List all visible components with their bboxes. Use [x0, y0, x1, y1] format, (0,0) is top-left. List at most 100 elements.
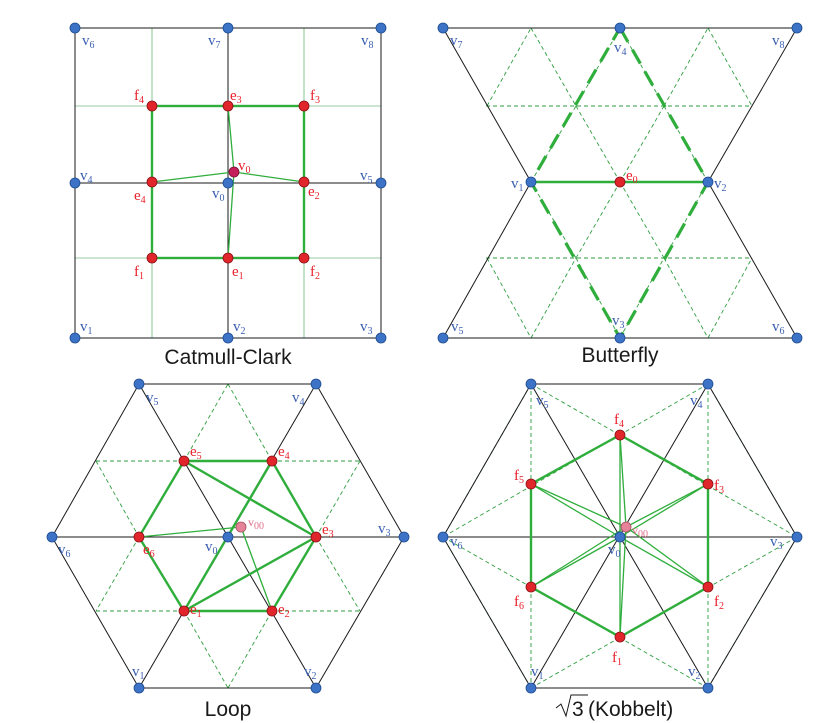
caption: 3 (Kobbelt)	[555, 694, 673, 721]
bf-labels: v7 v4 v8 v1 e0 v2 v5 v3 v6	[450, 33, 785, 337]
vertex	[69, 22, 81, 34]
label: v00	[632, 523, 648, 540]
face-point	[298, 100, 310, 112]
edge-point	[310, 531, 322, 543]
edge-point	[178, 455, 190, 467]
label: e2	[308, 184, 320, 202]
label: v1	[80, 319, 93, 337]
edge-point	[266, 605, 278, 617]
vertex	[375, 22, 387, 34]
vertex	[525, 176, 537, 188]
label: e6	[143, 542, 155, 560]
vertex	[222, 177, 234, 189]
vertex	[437, 332, 449, 344]
label: e1	[190, 602, 202, 620]
vertex	[222, 531, 234, 543]
label: v1	[531, 664, 544, 682]
cc-new-points	[146, 100, 310, 264]
label: v5	[451, 319, 464, 337]
caption: Loop	[205, 698, 252, 721]
loop-vertices	[46, 378, 410, 694]
s3-vertices	[437, 378, 803, 694]
cc-labels: v6 v7 v8 v4 v0 v5 v1 v2 v3 v0 f4 e3 f3 e…	[80, 33, 374, 337]
edge-point	[222, 100, 234, 112]
label: f6	[514, 594, 524, 612]
vertex	[437, 22, 449, 34]
face-point	[614, 429, 626, 441]
label: v2	[233, 319, 246, 337]
vertex	[310, 682, 322, 694]
new-vertex-point	[235, 521, 247, 533]
label: v3	[360, 319, 373, 337]
label: v3	[770, 534, 783, 552]
vertex	[791, 531, 803, 543]
label: e5	[190, 444, 202, 462]
vertex	[133, 378, 145, 390]
label: e4	[134, 188, 146, 206]
vertex	[525, 682, 537, 694]
vertex	[702, 378, 714, 390]
new-vertex-point	[228, 166, 240, 178]
label: v1	[511, 176, 524, 194]
label: f3	[310, 88, 320, 106]
label: e0	[626, 168, 638, 186]
caption: Catmull-Clark	[164, 346, 292, 369]
label: v4	[292, 390, 305, 408]
label: v00	[248, 515, 264, 532]
face-point	[525, 478, 537, 490]
label: v4	[690, 393, 703, 411]
label: v0	[608, 542, 621, 560]
face-point	[614, 631, 626, 643]
label: v6	[58, 542, 71, 560]
vertex	[791, 22, 803, 34]
vertex	[791, 332, 803, 344]
face-point	[146, 252, 158, 264]
edge-point	[266, 455, 278, 467]
label: v6	[450, 534, 463, 552]
label: v2	[688, 664, 701, 682]
panel-sqrt3: v5 v4 f4 f5 f3 v6 v00 v0 v3 f6 f2 f1 v1 …	[437, 378, 803, 721]
vertex	[437, 531, 449, 543]
vertex	[310, 378, 322, 390]
edge-point	[222, 252, 234, 264]
label: v6	[82, 33, 95, 51]
label: v5	[536, 393, 549, 411]
label: v8	[772, 33, 785, 51]
face-point	[525, 581, 537, 593]
vertex	[69, 332, 81, 344]
face-point	[702, 478, 714, 490]
label: f1	[612, 650, 622, 668]
caption-text: (Kobbelt)	[588, 698, 673, 721]
edge-point	[133, 531, 145, 543]
label: f2	[714, 594, 724, 612]
cc-vertices	[69, 22, 387, 344]
label: e3	[230, 88, 242, 106]
vertex	[614, 332, 626, 344]
vertex	[398, 531, 410, 543]
caption: Butterfly	[581, 344, 659, 367]
edge-point	[298, 176, 310, 188]
label: v2	[304, 664, 317, 682]
vertex	[614, 531, 626, 543]
label: v3	[378, 521, 391, 539]
edge-point	[178, 605, 190, 617]
vertex	[222, 332, 234, 344]
label: v1	[132, 664, 145, 682]
new-vertex-point	[620, 521, 632, 533]
label: e3	[322, 522, 334, 540]
edge-point	[146, 176, 158, 188]
edge-point	[614, 176, 626, 188]
label: v6	[772, 319, 785, 337]
label: v0	[205, 539, 218, 557]
caption-root: 3	[572, 698, 584, 721]
face-point	[298, 252, 310, 264]
label: e2	[278, 602, 290, 620]
s3-labels: v5 v4 f4 f5 f3 v6 v00 v0 v3 f6 f2 f1 v1 …	[450, 393, 783, 682]
loop-dashed-lattice	[95, 383, 361, 689]
label: v2	[714, 176, 727, 194]
label: v8	[361, 33, 374, 51]
vertex	[702, 176, 714, 188]
vertex	[133, 682, 145, 694]
label: e4	[278, 444, 290, 462]
label: v7	[450, 33, 463, 51]
